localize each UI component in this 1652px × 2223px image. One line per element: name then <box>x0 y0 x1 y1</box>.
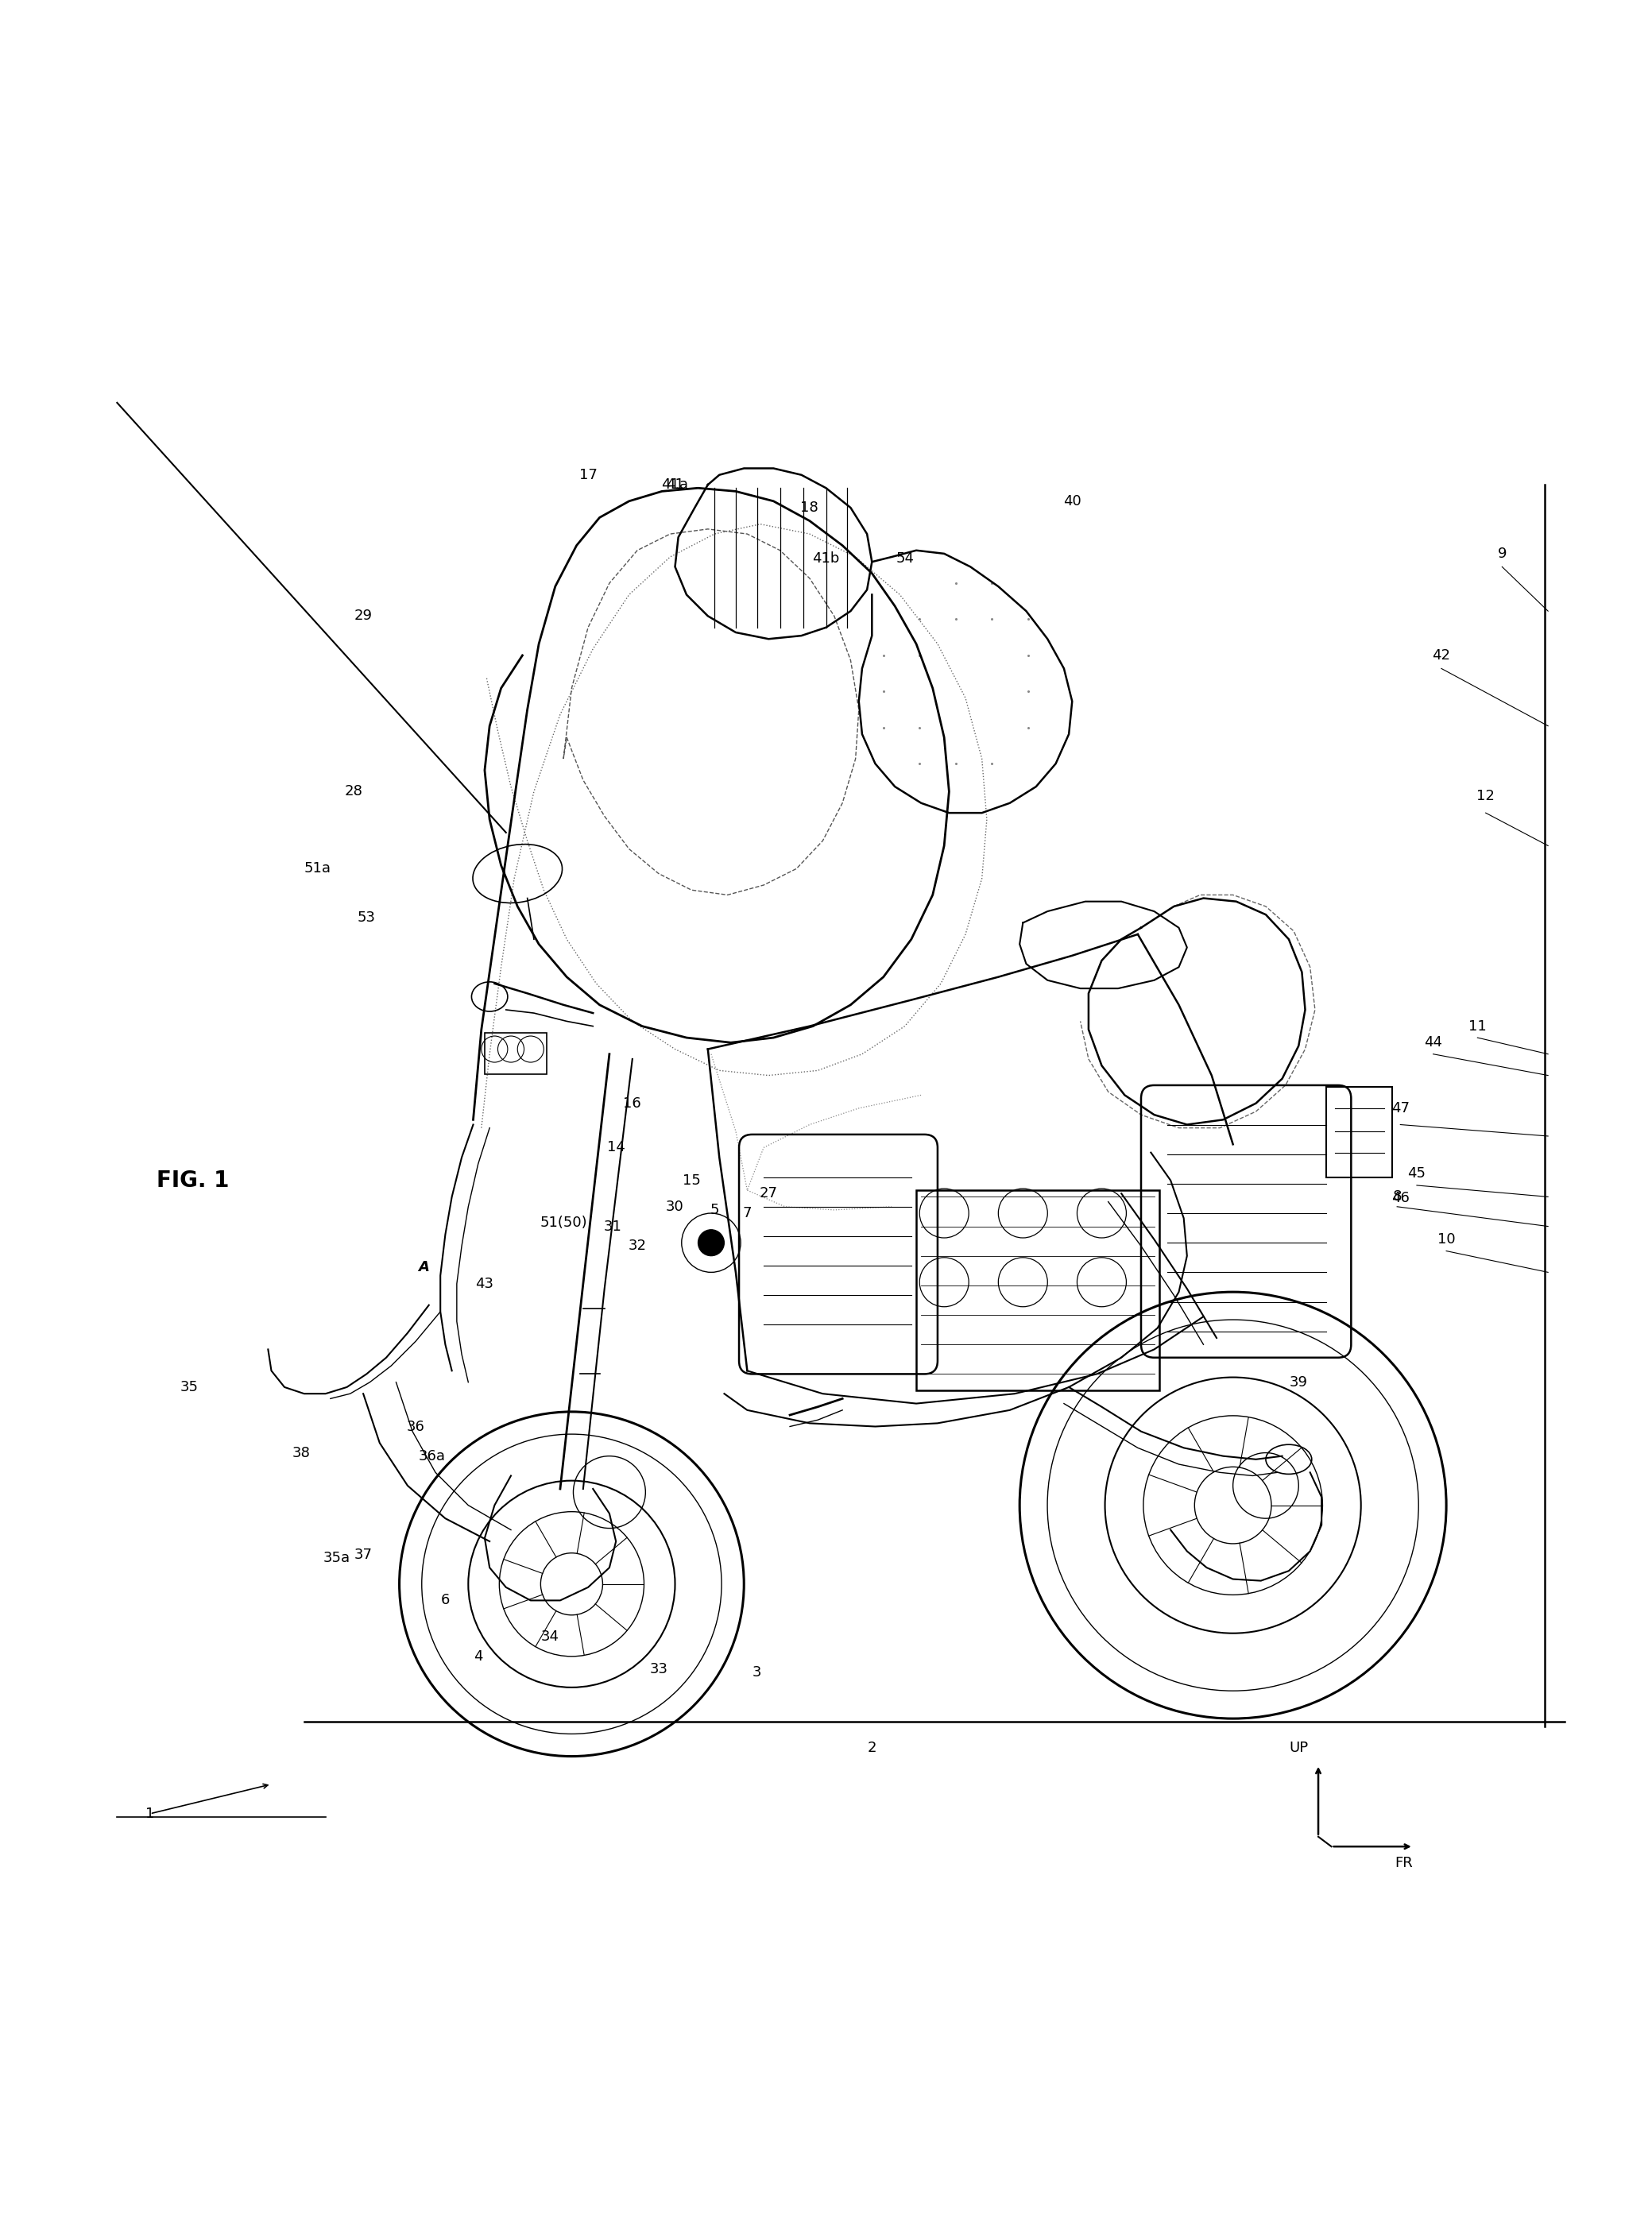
Text: 17: 17 <box>578 467 596 482</box>
Text: 27: 27 <box>760 1187 778 1200</box>
Text: 39: 39 <box>1290 1376 1308 1389</box>
Text: 31: 31 <box>603 1218 621 1234</box>
Text: 32: 32 <box>628 1238 646 1254</box>
Text: 14: 14 <box>606 1140 624 1154</box>
Text: 37: 37 <box>354 1547 372 1561</box>
Text: 30: 30 <box>666 1200 684 1214</box>
Text: 35a: 35a <box>324 1552 350 1565</box>
Text: 41: 41 <box>666 478 684 491</box>
Text: 4: 4 <box>474 1649 482 1663</box>
Text: 51a: 51a <box>304 863 330 876</box>
Circle shape <box>699 1229 724 1256</box>
Text: 41a: 41a <box>661 478 689 491</box>
Bar <box>1327 1087 1393 1178</box>
Text: 15: 15 <box>682 1174 700 1187</box>
Text: 41b: 41b <box>813 551 839 565</box>
Text: 42: 42 <box>1432 649 1450 662</box>
Bar <box>484 1034 547 1074</box>
Text: 7: 7 <box>743 1207 752 1220</box>
Text: 10: 10 <box>1437 1232 1455 1247</box>
Text: 43: 43 <box>476 1276 494 1292</box>
Text: 44: 44 <box>1424 1036 1442 1049</box>
Text: 11: 11 <box>1469 1018 1487 1034</box>
Text: FR: FR <box>1394 1856 1412 1870</box>
Text: 51(50): 51(50) <box>540 1216 586 1229</box>
Text: 1: 1 <box>145 1807 154 1821</box>
Text: 38: 38 <box>292 1445 311 1461</box>
Text: 29: 29 <box>354 609 372 622</box>
Text: A: A <box>418 1260 430 1274</box>
Text: 40: 40 <box>1064 494 1080 509</box>
Text: 34: 34 <box>542 1629 560 1643</box>
Text: 9: 9 <box>1497 547 1507 560</box>
Text: UP: UP <box>1289 1741 1308 1756</box>
Text: 53: 53 <box>357 911 375 925</box>
Text: 2: 2 <box>867 1741 877 1756</box>
Text: 6: 6 <box>441 1594 449 1607</box>
Text: 45: 45 <box>1408 1167 1426 1180</box>
Text: 46: 46 <box>1391 1192 1409 1205</box>
Text: 5: 5 <box>710 1203 719 1218</box>
Text: 18: 18 <box>801 500 819 516</box>
Text: 54: 54 <box>895 551 914 565</box>
Text: 33: 33 <box>649 1663 667 1676</box>
Text: 3: 3 <box>753 1665 762 1681</box>
Text: 16: 16 <box>623 1096 641 1112</box>
Text: 47: 47 <box>1391 1100 1409 1116</box>
Text: 28: 28 <box>344 785 362 798</box>
Text: 8: 8 <box>1393 1189 1401 1205</box>
Text: 36a: 36a <box>418 1449 446 1463</box>
Text: 35: 35 <box>180 1380 198 1394</box>
Text: FIG. 1: FIG. 1 <box>157 1169 230 1192</box>
Text: 12: 12 <box>1477 789 1495 805</box>
Text: 36: 36 <box>406 1418 425 1434</box>
